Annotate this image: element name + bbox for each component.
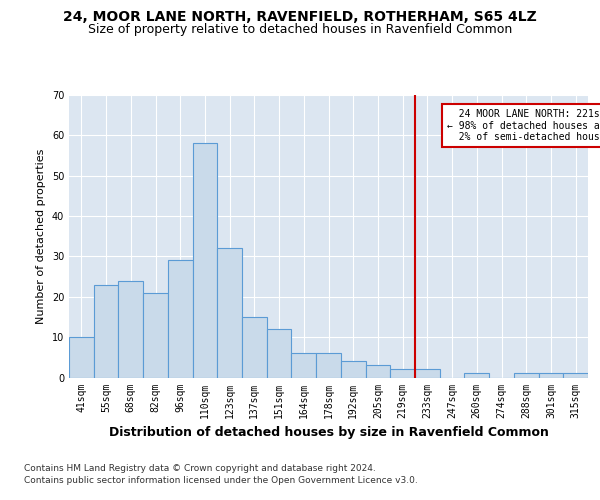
Bar bbox=[365, 366, 390, 378]
Text: Size of property relative to detached houses in Ravenfield Common: Size of property relative to detached ho… bbox=[88, 22, 512, 36]
Bar bbox=[390, 370, 415, 378]
Text: 24, MOOR LANE NORTH, RAVENFIELD, ROTHERHAM, S65 4LZ: 24, MOOR LANE NORTH, RAVENFIELD, ROTHERH… bbox=[63, 10, 537, 24]
Bar bbox=[242, 317, 267, 378]
Bar bbox=[514, 374, 539, 378]
Bar bbox=[193, 144, 217, 378]
Bar bbox=[341, 362, 365, 378]
Bar bbox=[415, 370, 440, 378]
Bar bbox=[539, 374, 563, 378]
Bar bbox=[168, 260, 193, 378]
Text: Contains public sector information licensed under the Open Government Licence v3: Contains public sector information licen… bbox=[24, 476, 418, 485]
Text: Contains HM Land Registry data © Crown copyright and database right 2024.: Contains HM Land Registry data © Crown c… bbox=[24, 464, 376, 473]
Y-axis label: Number of detached properties: Number of detached properties bbox=[36, 148, 46, 324]
Bar bbox=[563, 374, 588, 378]
Bar bbox=[316, 354, 341, 378]
Bar bbox=[94, 284, 118, 378]
Bar bbox=[464, 374, 489, 378]
Bar bbox=[118, 280, 143, 378]
Bar bbox=[267, 329, 292, 378]
Bar bbox=[143, 293, 168, 378]
Text: Distribution of detached houses by size in Ravenfield Common: Distribution of detached houses by size … bbox=[109, 426, 549, 439]
Text: 24 MOOR LANE NORTH: 221sqm  
← 98% of detached houses are smaller (239)
  2% of : 24 MOOR LANE NORTH: 221sqm ← 98% of deta… bbox=[447, 109, 600, 142]
Bar bbox=[69, 337, 94, 378]
Bar bbox=[217, 248, 242, 378]
Bar bbox=[292, 354, 316, 378]
